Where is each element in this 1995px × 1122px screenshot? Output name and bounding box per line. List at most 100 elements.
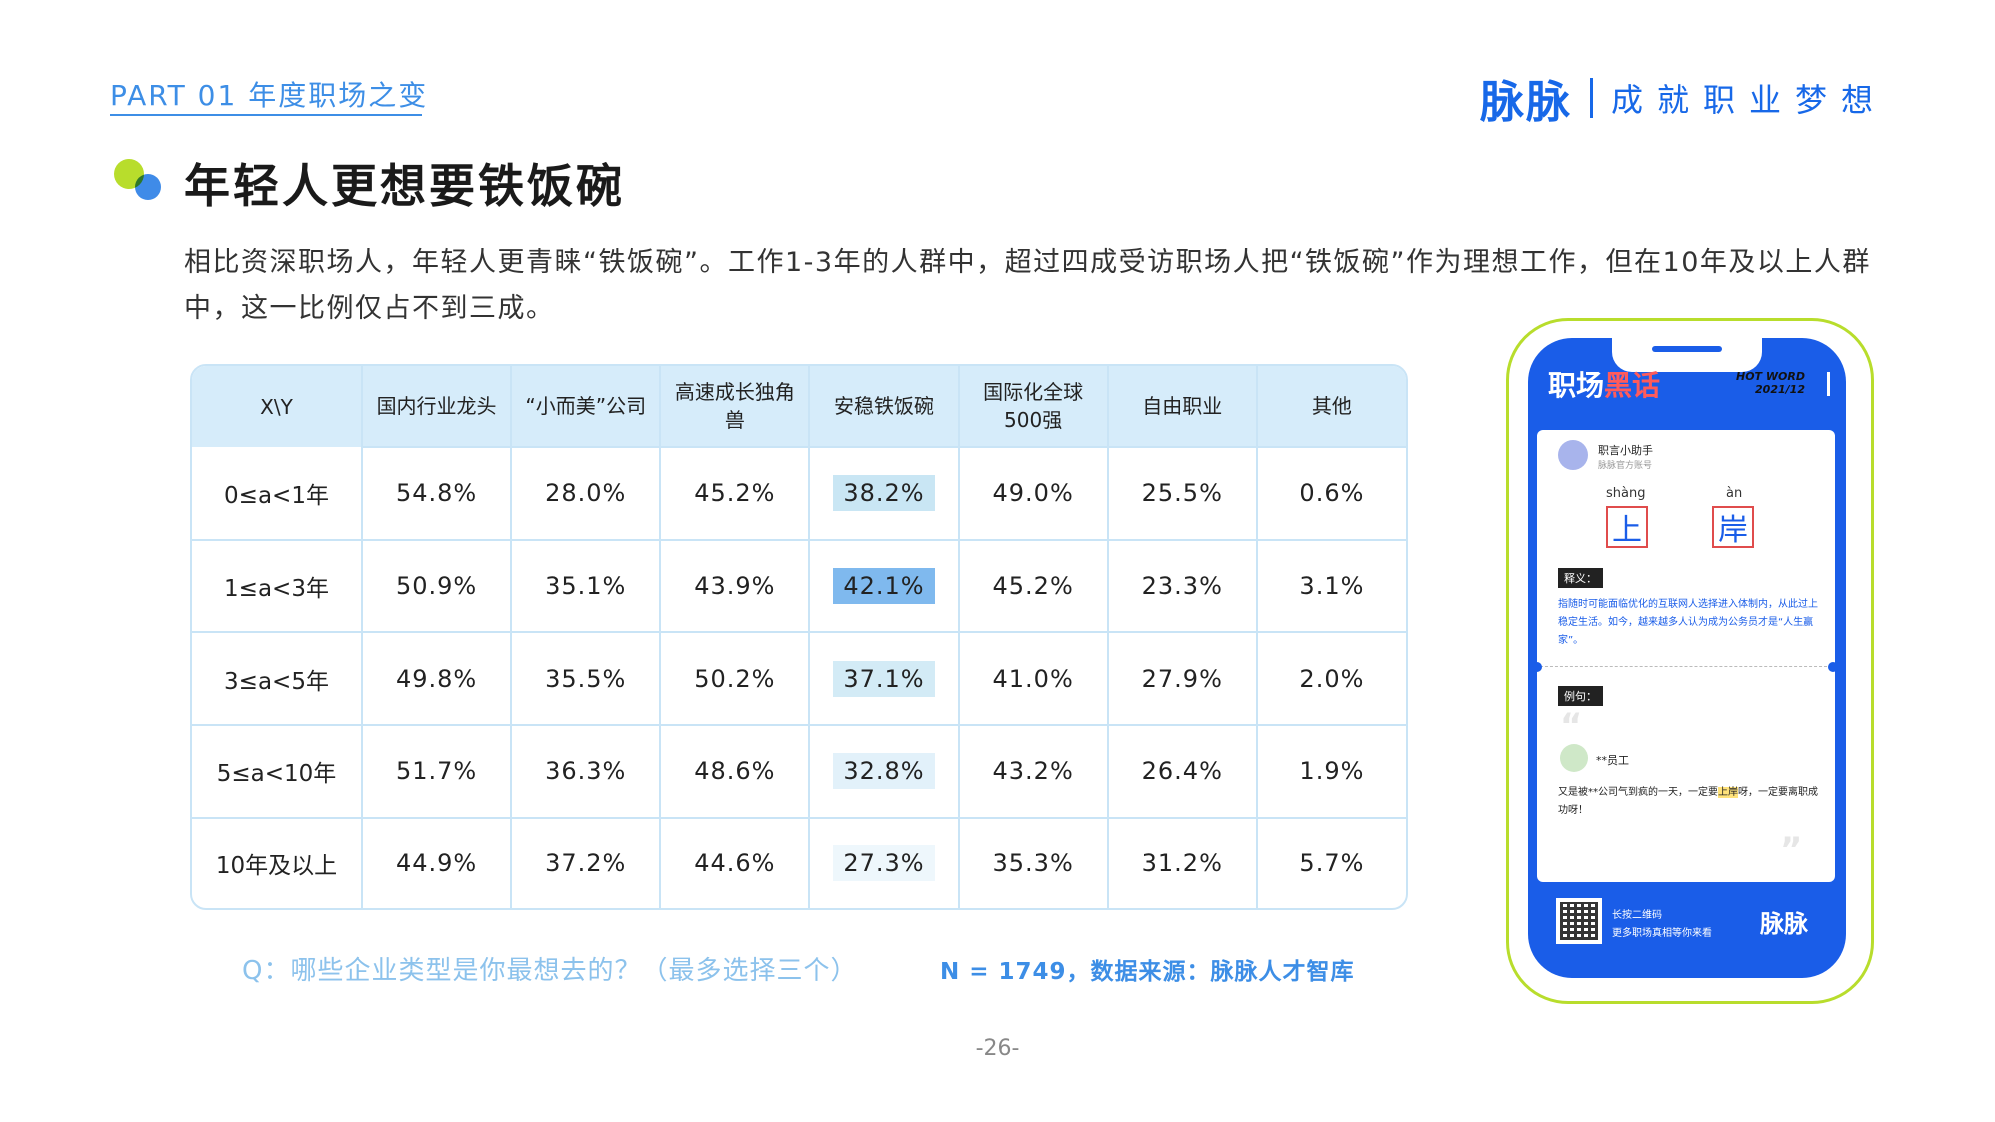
column-header: 其他 <box>1255 366 1406 447</box>
hot-title-white: 职场 <box>1548 369 1605 402</box>
column-header: 安稳铁饭碗 <box>808 366 960 447</box>
highlight-cell: 42.1% <box>808 538 960 634</box>
table-cell: 43.2% <box>957 723 1109 819</box>
example-tag: 例句： <box>1558 686 1603 706</box>
table-row: 0≤a<1年 54.8% 28.0% 45.2% 38.2% 49.0% 25.… <box>192 446 1406 541</box>
highlight-value: 42.1% <box>833 567 935 604</box>
highlight-value: 37.1% <box>833 660 935 697</box>
phone-notch <box>1612 338 1762 372</box>
phone-logo: 脉脉 <box>1760 910 1808 938</box>
divider-dot-left <box>1532 662 1542 672</box>
hot-word-date: 2021/12 <box>1755 383 1805 396</box>
table-cell: 50.9% <box>360 538 513 634</box>
table-cell: 41.0% <box>957 631 1109 726</box>
highlight-value: 38.2% <box>833 475 935 512</box>
table-cell: 36.3% <box>510 723 662 819</box>
highlight-cell: 37.1% <box>808 631 960 726</box>
row-header: 10年及以上 <box>192 816 363 908</box>
employee-name: **员工 <box>1596 754 1629 767</box>
highlight-cell: 27.3% <box>808 816 960 908</box>
phone-card <box>1537 430 1835 882</box>
title-dot-blue-icon <box>135 174 161 200</box>
account-name: 职言小助手 <box>1598 444 1653 457</box>
column-header: 国内行业龙头 <box>360 366 513 447</box>
table-cell: 28.0% <box>510 446 662 541</box>
char-an: 岸 <box>1712 506 1754 548</box>
part-underline <box>110 114 422 116</box>
card-divider <box>1540 666 1832 667</box>
table-cell: 44.9% <box>360 816 513 908</box>
description: 相比资深职场人，年轻人更青睐“铁饭碗”。工作1-3年的人群中，超过四成受访职场人… <box>184 247 1871 324</box>
brand-slogan: 成就职业梦想 <box>1611 81 1888 119</box>
table-cell: 44.6% <box>659 816 811 908</box>
table-cell: 49.8% <box>360 631 513 726</box>
highlight-value: 32.8% <box>833 753 935 790</box>
pinyin-shang: shàng <box>1606 486 1646 501</box>
hot-word-bar <box>1827 372 1830 396</box>
qr-pattern <box>1560 902 1598 940</box>
table-cell: 27.9% <box>1106 631 1258 726</box>
qr-caption-1: 长按二维码 <box>1612 910 1662 921</box>
table-cell: 50.2% <box>659 631 811 726</box>
table-cell: 0.6% <box>1255 446 1406 541</box>
table-cell: 3.1% <box>1255 538 1406 634</box>
table-cell: 45.2% <box>659 446 811 541</box>
part-label: PART 01 年度职场之变 <box>110 79 429 112</box>
page-number: -26- <box>975 1036 1020 1061</box>
table-cell: 51.7% <box>360 723 513 819</box>
example-text: 又是被**公司气到疯的一天，一定要上岸呀，一定要离职成功呀！ <box>1558 784 1820 820</box>
open-quote-icon: “ <box>1560 706 1583 746</box>
table-cell: 26.4% <box>1106 723 1258 819</box>
brand-divider <box>1590 78 1593 118</box>
account-subtitle: 脉脉官方账号 <box>1598 461 1653 471</box>
column-header: 国际化全球500强 <box>957 366 1109 447</box>
data-table: X\Y 国内行业龙头 “小而美”公司 高速成长独角兽 安稳铁饭碗 国际化全球50… <box>190 364 1408 910</box>
table-cell: 54.8% <box>360 446 513 541</box>
close-quote-icon: ” <box>1780 830 1803 870</box>
qr-caption-2: 更多职场真相等你来看 <box>1612 928 1712 939</box>
table-cell: 2.0% <box>1255 631 1406 726</box>
table-row: 5≤a<10年 51.7% 36.3% 48.6% 32.8% 43.2% 26… <box>192 723 1406 819</box>
divider-dot-right <box>1828 662 1838 672</box>
page-title: 年轻人更想要铁饭碗 <box>184 159 625 213</box>
table-cell: 43.9% <box>659 538 811 634</box>
table-header-row: X\Y 国内行业龙头 “小而美”公司 高速成长独角兽 安稳铁饭碗 国际化全球50… <box>192 366 1406 447</box>
char-shang: 上 <box>1606 506 1648 548</box>
example-after: 呀，一定要离职成功呀！ <box>1558 787 1818 816</box>
hot-title-red: 黑话 <box>1604 369 1661 402</box>
data-source: N = 1749，数据来源：脉脉人才智库 <box>940 959 1355 985</box>
account-avatar <box>1558 440 1588 470</box>
example-before: 又是被**公司气到疯的一天，一定要 <box>1558 787 1718 798</box>
table-cell: 45.2% <box>957 538 1109 634</box>
table-cell: 37.2% <box>510 816 662 908</box>
phone-speaker <box>1652 346 1722 352</box>
table-row: 1≤a<3年 50.9% 35.1% 43.9% 42.1% 45.2% 23.… <box>192 538 1406 634</box>
highlight-value: 27.3% <box>833 845 935 882</box>
table-row: 10年及以上 44.9% 37.2% 44.6% 27.3% 35.3% 31.… <box>192 816 1406 908</box>
definition-text: 指随时可能面临优化的互联网人选择进入体制内，从此过上稳定生活。如今，越来越多人认… <box>1558 599 1818 646</box>
column-header: “小而美”公司 <box>510 366 662 447</box>
highlight-cell: 38.2% <box>808 446 960 541</box>
table-cell: 35.1% <box>510 538 662 634</box>
table-cell: 48.6% <box>659 723 811 819</box>
table-cell: 31.2% <box>1106 816 1258 908</box>
pinyin-an: àn <box>1726 486 1743 501</box>
table-row: 3≤a<5年 49.8% 35.5% 50.2% 37.1% 41.0% 27.… <box>192 631 1406 726</box>
table-cell: 23.3% <box>1106 538 1258 634</box>
table-cell: 1.9% <box>1255 723 1406 819</box>
table-cell: 35.3% <box>957 816 1109 908</box>
row-header: 5≤a<10年 <box>192 723 363 819</box>
row-header: 3≤a<5年 <box>192 631 363 726</box>
column-header: 自由职业 <box>1106 366 1258 447</box>
survey-question: Q：哪些企业类型是你最想去的？（最多选择三个） <box>242 956 858 986</box>
highlight-cell: 32.8% <box>808 723 960 819</box>
example-mark: 上岸 <box>1718 787 1738 798</box>
table-cell: 25.5% <box>1106 446 1258 541</box>
hot-word-title: 职场黑话 <box>1548 364 1660 404</box>
hot-word-tag: HOT WORD 2021/12 <box>1736 370 1805 396</box>
table-cell: 35.5% <box>510 631 662 726</box>
hot-word-line1: HOT WORD <box>1736 370 1805 383</box>
table-cell: 5.7% <box>1255 816 1406 908</box>
table-corner: X\Y <box>192 366 363 447</box>
row-header: 1≤a<3年 <box>192 538 363 634</box>
